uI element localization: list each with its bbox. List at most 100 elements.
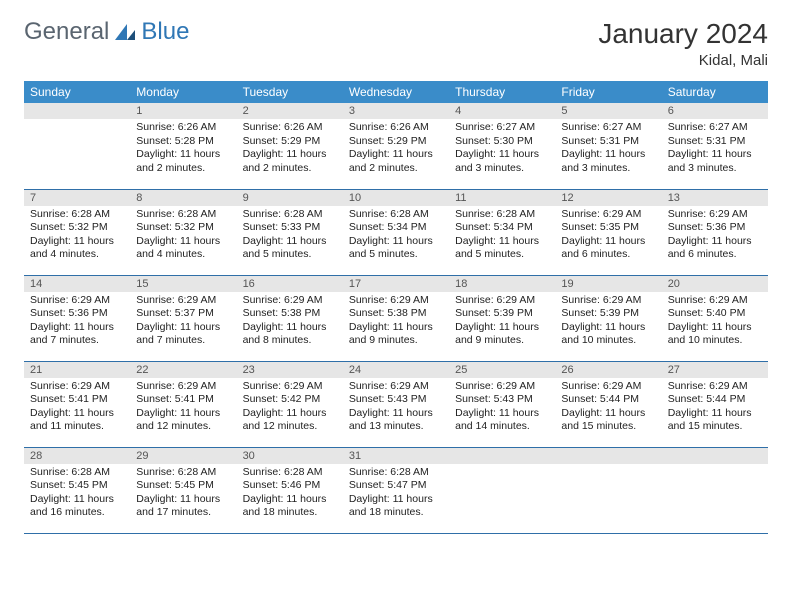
day-line: Sunrise: 6:29 AM [349, 380, 443, 394]
day-line: Daylight: 11 hours [30, 493, 124, 507]
day-line: Sunset: 5:47 PM [349, 479, 443, 493]
day-line: and 3 minutes. [455, 162, 549, 176]
day-line: Daylight: 11 hours [349, 235, 443, 249]
day-number: 24 [343, 362, 449, 378]
day-line: Daylight: 11 hours [455, 235, 549, 249]
calendar-day: 15Sunrise: 6:29 AMSunset: 5:37 PMDayligh… [130, 275, 236, 361]
day-line: Daylight: 11 hours [668, 235, 762, 249]
day-body: Sunrise: 6:28 AMSunset: 5:34 PMDaylight:… [449, 206, 555, 265]
day-line: and 15 minutes. [668, 420, 762, 434]
day-number: 19 [555, 276, 661, 292]
day-line: and 17 minutes. [136, 506, 230, 520]
day-number: 22 [130, 362, 236, 378]
day-line: and 2 minutes. [349, 162, 443, 176]
day-number: 25 [449, 362, 555, 378]
day-line: Sunrise: 6:26 AM [136, 121, 230, 135]
day-number: 26 [555, 362, 661, 378]
day-line: Daylight: 11 hours [243, 493, 337, 507]
day-line: and 11 minutes. [30, 420, 124, 434]
day-body: Sunrise: 6:26 AMSunset: 5:29 PMDaylight:… [237, 119, 343, 178]
day-line: Sunset: 5:39 PM [561, 307, 655, 321]
day-line: and 9 minutes. [455, 334, 549, 348]
calendar-day-empty [555, 447, 661, 533]
day-body: Sunrise: 6:27 AMSunset: 5:30 PMDaylight:… [449, 119, 555, 178]
day-body: Sunrise: 6:28 AMSunset: 5:32 PMDaylight:… [24, 206, 130, 265]
day-number: 6 [662, 103, 768, 119]
day-line: Sunrise: 6:29 AM [561, 208, 655, 222]
day-body: Sunrise: 6:29 AMSunset: 5:36 PMDaylight:… [662, 206, 768, 265]
logo-text-2: Blue [141, 18, 189, 46]
day-line: and 2 minutes. [136, 162, 230, 176]
day-line: and 3 minutes. [561, 162, 655, 176]
day-line: Daylight: 11 hours [243, 148, 337, 162]
day-line: and 12 minutes. [243, 420, 337, 434]
day-line: Sunset: 5:32 PM [30, 221, 124, 235]
day-number: 28 [24, 448, 130, 464]
day-body: Sunrise: 6:28 AMSunset: 5:45 PMDaylight:… [24, 464, 130, 523]
logo: General Blue [24, 18, 189, 46]
calendar-day: 18Sunrise: 6:29 AMSunset: 5:39 PMDayligh… [449, 275, 555, 361]
day-line: Sunset: 5:35 PM [561, 221, 655, 235]
day-body: Sunrise: 6:29 AMSunset: 5:37 PMDaylight:… [130, 292, 236, 351]
day-line: Sunrise: 6:29 AM [30, 380, 124, 394]
day-body: Sunrise: 6:29 AMSunset: 5:43 PMDaylight:… [449, 378, 555, 437]
day-line: and 6 minutes. [561, 248, 655, 262]
day-line: and 16 minutes. [30, 506, 124, 520]
day-line: Sunrise: 6:28 AM [136, 208, 230, 222]
day-number: 13 [662, 190, 768, 206]
day-line: Sunset: 5:38 PM [349, 307, 443, 321]
day-number: 31 [343, 448, 449, 464]
day-line: Sunset: 5:42 PM [243, 393, 337, 407]
day-line: Daylight: 11 hours [349, 321, 443, 335]
weekday-header-row: SundayMondayTuesdayWednesdayThursdayFrid… [24, 81, 768, 103]
day-line: Sunset: 5:43 PM [455, 393, 549, 407]
calendar-day: 9Sunrise: 6:28 AMSunset: 5:33 PMDaylight… [237, 189, 343, 275]
day-body: Sunrise: 6:29 AMSunset: 5:39 PMDaylight:… [449, 292, 555, 351]
calendar-day: 6Sunrise: 6:27 AMSunset: 5:31 PMDaylight… [662, 103, 768, 189]
day-line: Daylight: 11 hours [136, 407, 230, 421]
day-number: 27 [662, 362, 768, 378]
day-line: and 18 minutes. [243, 506, 337, 520]
calendar-day: 30Sunrise: 6:28 AMSunset: 5:46 PMDayligh… [237, 447, 343, 533]
weekday-header: Friday [555, 81, 661, 103]
calendar-day: 19 Sunrise: 6:29 AMSunset: 5:39 PMDayligh… [555, 275, 661, 361]
calendar-day: 26Sunrise: 6:29 AMSunset: 5:44 PMDayligh… [555, 361, 661, 447]
day-number: 29 [130, 448, 236, 464]
day-line: Sunset: 5:45 PM [30, 479, 124, 493]
day-line: and 15 minutes. [561, 420, 655, 434]
day-line: Sunrise: 6:29 AM [561, 294, 655, 308]
calendar-day-empty [449, 447, 555, 533]
day-line: Sunset: 5:31 PM [561, 135, 655, 149]
day-body: Sunrise: 6:29 AMSunset: 5:44 PMDaylight:… [662, 378, 768, 437]
day-line: Sunset: 5:37 PM [136, 307, 230, 321]
day-line: Sunrise: 6:29 AM [30, 294, 124, 308]
calendar-row: 28Sunrise: 6:28 AMSunset: 5:45 PMDayligh… [24, 447, 768, 533]
day-number: 1 [130, 103, 236, 119]
day-number: 15 [130, 276, 236, 292]
day-body: Sunrise: 6:29 AMSunset: 5:38 PMDaylight:… [237, 292, 343, 351]
day-number: 11 [449, 190, 555, 206]
day-line: Sunrise: 6:28 AM [30, 208, 124, 222]
day-number: 20 [662, 276, 768, 292]
day-line: Sunset: 5:36 PM [668, 221, 762, 235]
day-number: 14 [24, 276, 130, 292]
day-line: and 9 minutes. [349, 334, 443, 348]
calendar-day: 22Sunrise: 6:29 AMSunset: 5:41 PMDayligh… [130, 361, 236, 447]
calendar-day: 13Sunrise: 6:29 AMSunset: 5:36 PMDayligh… [662, 189, 768, 275]
day-line: Sunrise: 6:29 AM [136, 294, 230, 308]
day-line: Daylight: 11 hours [561, 321, 655, 335]
day-line: and 5 minutes. [455, 248, 549, 262]
day-body: Sunrise: 6:29 AMSunset: 5:35 PMDaylight:… [555, 206, 661, 265]
day-line: Sunset: 5:44 PM [668, 393, 762, 407]
calendar-row: 1Sunrise: 6:26 AMSunset: 5:28 PMDaylight… [24, 103, 768, 189]
day-line: Daylight: 11 hours [561, 148, 655, 162]
day-line: Sunset: 5:45 PM [136, 479, 230, 493]
calendar-day: 10Sunrise: 6:28 AMSunset: 5:34 PMDayligh… [343, 189, 449, 275]
day-body: Sunrise: 6:29 AMSunset: 5:42 PMDaylight:… [237, 378, 343, 437]
calendar-table: SundayMondayTuesdayWednesdayThursdayFrid… [24, 81, 768, 534]
day-line: Sunset: 5:43 PM [349, 393, 443, 407]
calendar-day: 11Sunrise: 6:28 AMSunset: 5:34 PMDayligh… [449, 189, 555, 275]
day-body: Sunrise: 6:28 AMSunset: 5:33 PMDaylight:… [237, 206, 343, 265]
day-body: Sunrise: 6:29 AMSunset: 5:41 PMDaylight:… [130, 378, 236, 437]
calendar-day: 3Sunrise: 6:26 AMSunset: 5:29 PMDaylight… [343, 103, 449, 189]
